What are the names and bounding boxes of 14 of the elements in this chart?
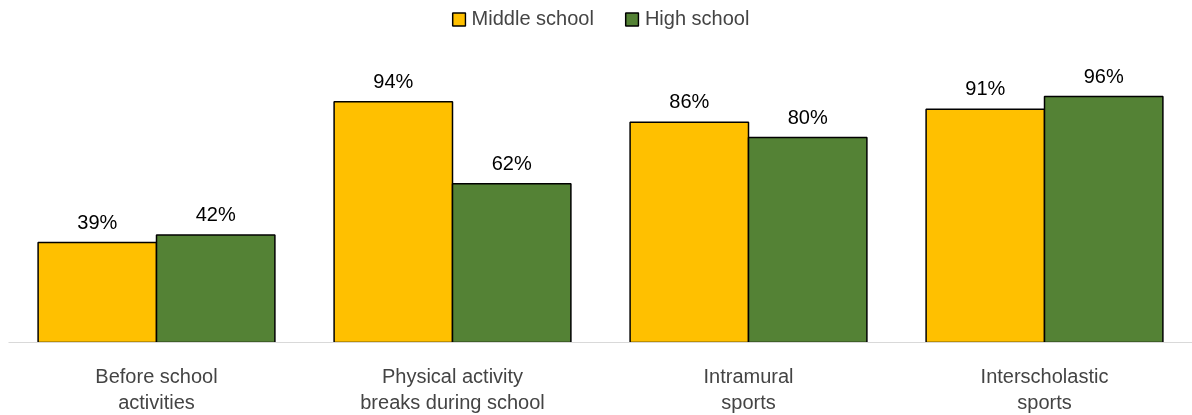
data-label: 86% (669, 90, 710, 113)
legend-label: Middle school (471, 7, 594, 30)
legend-label: High school (644, 7, 750, 30)
x-tick-label: Interscholastic sports (980, 364, 1109, 413)
data-label: 94% (373, 69, 414, 92)
data-label: 42% (195, 202, 236, 225)
data-label: 62% (491, 151, 532, 174)
data-label: 80% (787, 105, 828, 128)
data-label: 39% (77, 210, 118, 233)
data-label: 91% (965, 77, 1006, 100)
x-tick-label: Physical activity breaks during school (360, 364, 545, 413)
x-tick-label: Before school activities (95, 364, 218, 413)
data-label: 96% (1083, 64, 1124, 87)
x-tick-label: Intramural sports (703, 364, 794, 413)
